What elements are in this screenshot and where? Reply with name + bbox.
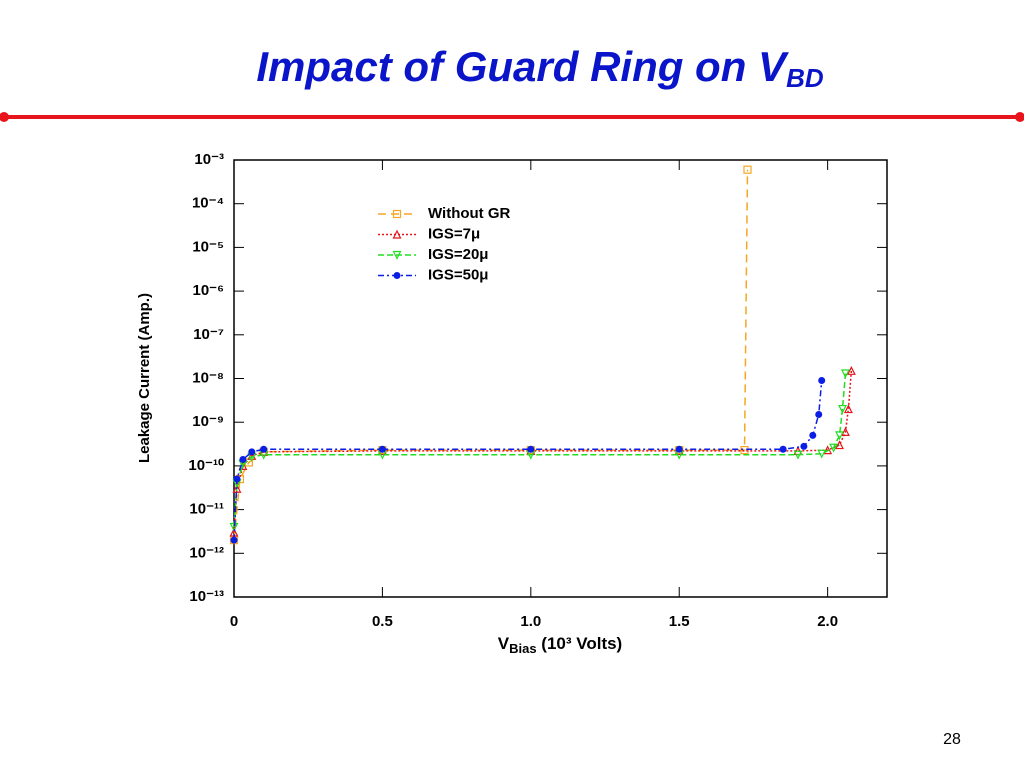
x-tick-label: 0.5 <box>372 613 393 630</box>
marker <box>229 522 239 532</box>
marker <box>809 431 817 439</box>
marker <box>829 443 839 453</box>
slide-title: Impact of Guard Ring on VBD <box>256 43 823 93</box>
marker <box>743 165 752 174</box>
x-label-rest: (10³ Volts) <box>537 634 623 653</box>
page-number: 28 <box>943 731 961 748</box>
marker <box>846 365 856 375</box>
marker <box>248 448 256 456</box>
y-tick-label: 10⁻⁶ <box>192 282 224 299</box>
y-tick-label: 10⁻⁸ <box>192 369 224 386</box>
legend-marker <box>392 250 402 260</box>
y-tick-label: 10⁻¹² <box>189 544 224 561</box>
rule-end <box>1015 112 1024 122</box>
marker <box>843 404 853 414</box>
legend-marker <box>392 229 402 239</box>
series-line <box>233 169 749 541</box>
title-subscript: BD <box>786 63 824 93</box>
legend-label: IGS=7μ <box>428 225 480 242</box>
y-tick-label: 10⁻¹³ <box>189 588 224 605</box>
marker <box>817 449 827 459</box>
marker <box>779 445 787 453</box>
marker <box>260 445 268 453</box>
marker <box>675 445 683 453</box>
legend-label: IGS=50μ <box>428 266 488 283</box>
marker <box>230 536 238 544</box>
marker <box>840 427 850 436</box>
y-tick-label: 10⁻³ <box>194 151 224 168</box>
legend-label: IGS=20μ <box>428 246 488 263</box>
x-tick-label: 1.0 <box>520 613 541 630</box>
y-tick-label: 10⁻¹⁰ <box>188 457 224 474</box>
rule-end <box>0 112 9 122</box>
legend-marker <box>392 209 402 219</box>
marker <box>800 442 808 450</box>
marker <box>840 369 850 379</box>
series-line <box>233 370 853 533</box>
y-axis-label: Leakage Current (Amp.) <box>136 293 153 463</box>
legend-label: Without GR <box>428 205 511 222</box>
marker <box>835 440 844 450</box>
y-tick-label: 10⁻⁴ <box>192 195 224 212</box>
marker <box>793 450 803 460</box>
y-tick-label: 10⁻¹¹ <box>189 501 224 518</box>
marker <box>378 445 386 453</box>
plot-frame <box>233 159 888 598</box>
x-tick-label: 0 <box>230 613 238 630</box>
x-label-text: V <box>498 634 510 653</box>
y-tick-label: 10⁻⁷ <box>193 326 224 343</box>
marker <box>740 445 749 455</box>
x-tick-label: 1.5 <box>669 613 690 630</box>
marker <box>239 456 247 464</box>
title-text: Impact of Guard Ring on V <box>256 43 789 90</box>
marker <box>815 411 823 419</box>
marker <box>838 404 847 414</box>
marker <box>527 445 535 453</box>
legend-marker <box>393 272 401 279</box>
marker <box>835 431 844 441</box>
marker <box>233 475 241 483</box>
y-tick-label: 10⁻⁵ <box>192 238 224 255</box>
marker <box>818 376 826 384</box>
x-label-subscript: Bias <box>509 641 536 656</box>
x-axis-label: VBias (10³ Volts) <box>498 634 622 656</box>
series-line <box>233 380 823 541</box>
y-tick-label: 10⁻⁹ <box>192 413 224 430</box>
x-tick-label: 2.0 <box>817 613 838 630</box>
